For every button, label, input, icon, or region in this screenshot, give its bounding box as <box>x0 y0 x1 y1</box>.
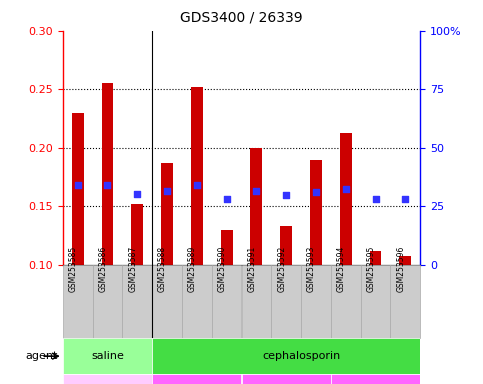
Text: agent: agent <box>26 351 58 361</box>
Text: GSM253590: GSM253590 <box>218 245 227 292</box>
Point <box>342 186 350 192</box>
Bar <box>212 265 242 338</box>
Bar <box>131 204 143 265</box>
Bar <box>369 251 382 265</box>
Bar <box>361 265 390 338</box>
Bar <box>251 148 262 265</box>
Bar <box>221 230 233 265</box>
Bar <box>242 374 331 384</box>
Point <box>253 188 260 194</box>
Text: GSM253594: GSM253594 <box>337 245 346 292</box>
Text: GSM253595: GSM253595 <box>367 245 376 292</box>
Bar <box>63 374 152 384</box>
Point <box>401 196 409 202</box>
Text: GSM253596: GSM253596 <box>397 245 405 292</box>
Text: GSM253585: GSM253585 <box>69 245 78 292</box>
Text: GSM253589: GSM253589 <box>188 245 197 292</box>
Bar <box>280 226 292 265</box>
Bar <box>63 265 93 338</box>
Bar <box>399 256 412 265</box>
Point <box>193 182 201 189</box>
Point <box>133 190 141 197</box>
Text: GSM253588: GSM253588 <box>158 245 167 292</box>
Text: GSM253593: GSM253593 <box>307 245 316 292</box>
Bar <box>310 160 322 265</box>
Point <box>312 189 320 195</box>
Text: GSM253586: GSM253586 <box>99 245 108 292</box>
Bar <box>182 265 212 338</box>
Text: saline: saline <box>91 351 124 361</box>
Bar <box>242 265 271 338</box>
Bar <box>93 265 122 338</box>
Bar <box>101 83 114 265</box>
Bar <box>271 265 301 338</box>
Bar <box>72 113 84 265</box>
Text: cephalosporin: cephalosporin <box>262 351 340 361</box>
Bar <box>301 265 331 338</box>
Bar <box>191 87 203 265</box>
Point <box>372 196 380 202</box>
Bar <box>63 338 152 374</box>
Bar <box>161 163 173 265</box>
Text: GDS3400 / 26339: GDS3400 / 26339 <box>180 10 303 24</box>
Bar <box>152 265 182 338</box>
Point <box>282 192 290 198</box>
Bar <box>152 338 420 374</box>
Point <box>74 182 82 189</box>
Point <box>104 182 112 189</box>
Point <box>163 188 171 194</box>
Bar <box>122 265 152 338</box>
Bar <box>331 374 420 384</box>
Bar <box>152 374 242 384</box>
Text: GSM253591: GSM253591 <box>247 245 256 292</box>
Text: GSM253592: GSM253592 <box>277 245 286 292</box>
Bar <box>331 265 361 338</box>
Bar <box>340 132 352 265</box>
Text: GSM253587: GSM253587 <box>128 245 137 292</box>
Bar <box>390 265 420 338</box>
Point <box>223 196 230 202</box>
